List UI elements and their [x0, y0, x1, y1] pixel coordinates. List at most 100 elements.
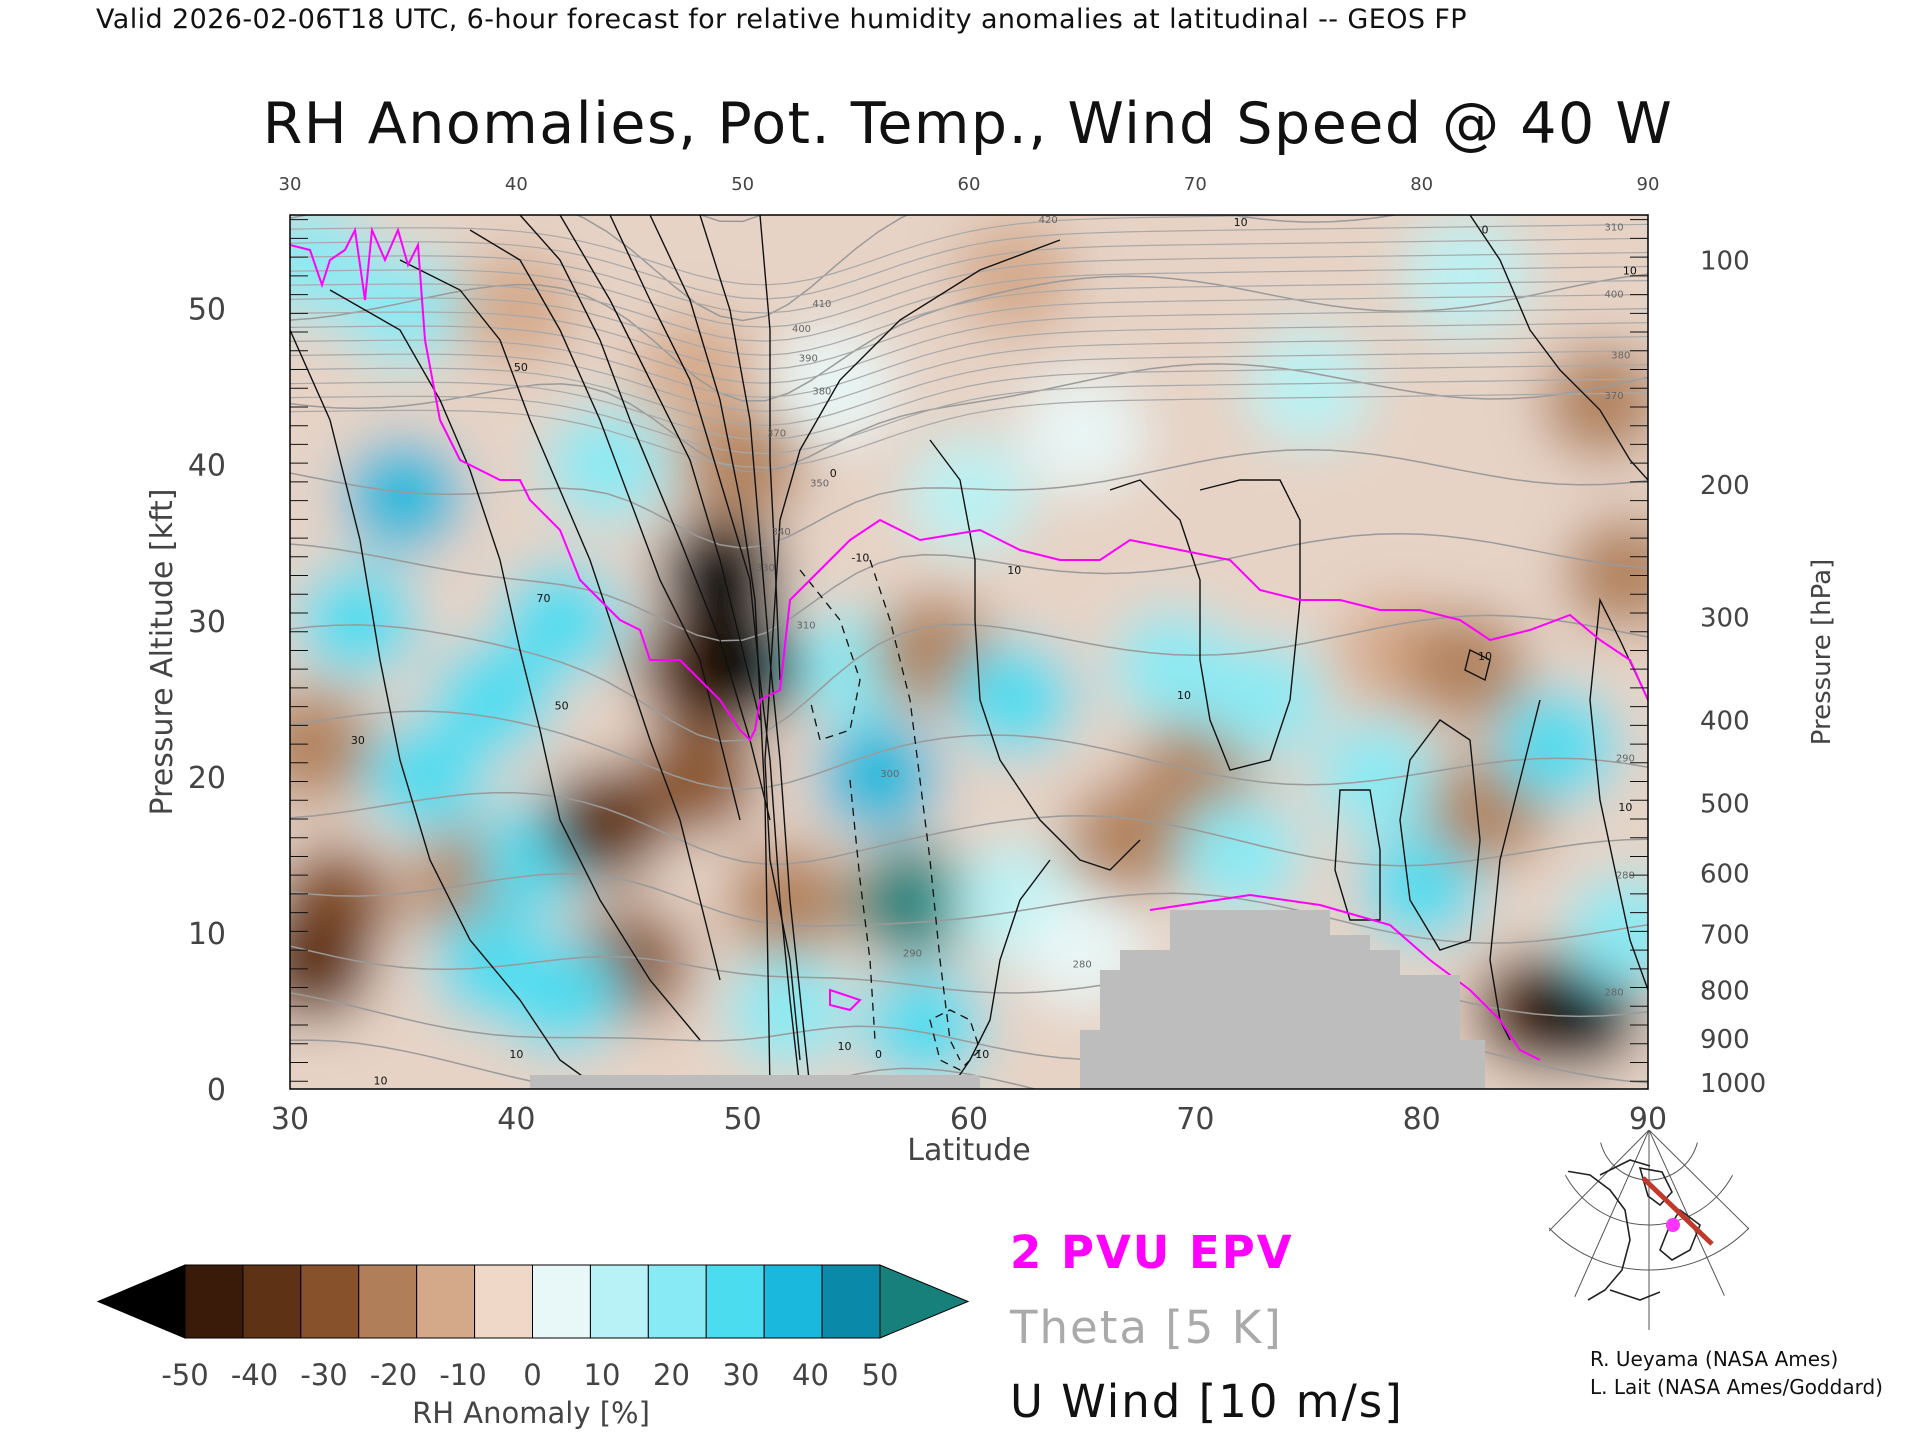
theta-contour — [290, 378, 1648, 455]
pressure-axis-label: Pressure [hPa] — [1807, 559, 1837, 746]
pressure-tick-label: 200 — [1700, 471, 1750, 501]
colorbar-tick-label: -20 — [370, 1358, 417, 1392]
theta-contour — [290, 872, 1648, 944]
wind-contour — [699, 215, 811, 1089]
x-tick-label: 70 — [1176, 1102, 1214, 1137]
plot-area: 2802903003103303403503703803904004104204… — [289, 214, 1649, 1090]
wind-contour-label: 10 — [1234, 216, 1248, 229]
rh-anomaly-cell — [1563, 515, 1648, 632]
y-tick-label: 10 — [188, 917, 226, 952]
rh-anomaly-blobs — [290, 215, 1648, 1089]
wind-contour-label: -10 — [971, 1048, 989, 1061]
y-axis-label: Pressure Altitude [kft] — [145, 489, 180, 816]
locator-map — [1548, 1130, 1751, 1330]
wind-contour-label: 10 — [509, 1048, 523, 1061]
theta-contour-label: 400 — [1605, 290, 1624, 301]
x-tick-label: 30 — [271, 1102, 309, 1137]
y-tick-label: 50 — [188, 293, 226, 328]
wind-contour — [949, 859, 1051, 1089]
wind-contour — [559, 215, 761, 721]
rh-anomaly-field — [290, 215, 1648, 1089]
rh-anomaly-cell — [1201, 640, 1326, 757]
y-tick-label: 30 — [188, 605, 226, 640]
x-top-tick-label: 70 — [1184, 174, 1207, 195]
colorbar-tick-label: 30 — [723, 1358, 760, 1392]
theta-contour-label: 280 — [1616, 870, 1635, 881]
wind-contour-negative — [849, 779, 876, 1041]
colorbar-tick-label: -30 — [300, 1358, 347, 1392]
x-axis-label: Latitude — [907, 1133, 1030, 1168]
theta-contour-label: 390 — [799, 354, 818, 365]
legend-theta: Theta [5 K] — [1009, 1301, 1283, 1354]
terrain-shape — [530, 910, 1485, 1089]
rh-anomaly-cell — [290, 687, 375, 804]
pressure-tick-label: 800 — [1700, 977, 1750, 1007]
theta-contour — [290, 336, 1648, 412]
pressure-tick-label: 600 — [1700, 860, 1750, 890]
colorbar-segment — [705, 1264, 765, 1339]
wind-contour-label: 10 — [1618, 801, 1632, 814]
pressure-tick-label: 100 — [1700, 246, 1750, 276]
colorbar: -50 -40 -30 -20 -10 0 10 20 30 40 50 RH Anomaly [%… — [96, 1264, 970, 1430]
pressure-tick-marks — [290, 219, 1648, 1082]
x-top-tick-label: 80 — [1410, 174, 1433, 195]
x-tick-label: 80 — [1403, 1102, 1441, 1137]
y-tick-label: 40 — [188, 449, 226, 484]
pressure-tick-label: 900 — [1700, 1025, 1750, 1055]
theta-contour — [290, 614, 1648, 742]
x-tick-label: 60 — [950, 1102, 988, 1137]
x-top-tick-label: 60 — [958, 174, 981, 195]
axes: 30 30 40 40 50 50 60 60 70 70 80 80 90 900 10 20 30 40 50 1… — [188, 174, 1766, 1137]
rh-anomaly-cell — [1178, 796, 1303, 913]
colorbar-segment — [358, 1264, 418, 1339]
contour-labels: 2802903003103303403503703803904004104204… — [351, 215, 1637, 1087]
theta-contour — [290, 532, 1648, 642]
credit-line-2: L. Lait (NASA Ames/Goddard) — [1590, 1375, 1883, 1399]
y-tick-label: 0 — [207, 1073, 226, 1108]
theta-contour-label: 410 — [812, 299, 831, 310]
theta-contour-label: 280 — [1605, 987, 1624, 998]
wind-contour-label: 10 — [1007, 564, 1021, 577]
rh-anomaly-cell — [635, 313, 760, 430]
theta-contour-label: 310 — [1605, 223, 1624, 234]
rh-anomaly-cell — [1495, 687, 1620, 804]
colorbar-tick-label: 0 — [523, 1358, 541, 1392]
theta-contour-label: 290 — [903, 948, 922, 959]
rh-anomaly-cell — [1314, 718, 1439, 835]
wind-contour-label: 10 — [838, 1040, 852, 1053]
pressure-tick-label: 700 — [1700, 920, 1750, 950]
legend-wind: U Wind [10 m/s] — [1010, 1375, 1404, 1428]
theta-contour — [290, 294, 1648, 370]
wind-contour-negative — [869, 559, 961, 1061]
wind-contour-label: 10 — [1478, 650, 1492, 663]
legend-epv: 2 PVU EPV — [1010, 1226, 1294, 1279]
wind-contour-label: 30 — [351, 734, 365, 747]
rh-anomaly-cell — [290, 906, 375, 1023]
wind-contour — [469, 229, 741, 821]
colorbar-segment — [532, 1264, 591, 1339]
legend: 2 PVU EPV Theta [5 K] U Wind [10 m/s] — [1009, 1226, 1404, 1428]
wind-contour-label: 0 — [875, 1048, 882, 1061]
theta-contour-label: 310 — [796, 621, 815, 632]
theta-contour — [290, 364, 1648, 441]
theta-contour — [290, 350, 1648, 427]
theta-contour-label: 370 — [1605, 391, 1624, 402]
colorbar-tick-label: -50 — [161, 1358, 208, 1392]
theta-contour — [290, 273, 1648, 402]
pressure-tick-label: 1000 — [1700, 1069, 1766, 1099]
epv-contour — [290, 226, 1648, 1061]
wind-contour — [609, 215, 801, 1089]
rh-anomaly-cell — [1246, 328, 1371, 445]
rh-anomaly-cell — [658, 515, 783, 632]
rh-anomaly-cell — [295, 562, 420, 679]
rh-anomaly-cell — [1020, 375, 1145, 492]
rh-anomaly-cell — [850, 843, 975, 960]
rh-anomaly-cell — [907, 437, 1031, 554]
theta-contour-label: 280 — [1073, 959, 1092, 970]
pressure-tick-label: 400 — [1700, 707, 1750, 737]
colorbar-segment — [647, 1264, 707, 1339]
rh-anomaly-cell — [363, 718, 488, 835]
theta-contour — [290, 392, 1648, 469]
theta-contour-label: 350 — [810, 479, 829, 490]
